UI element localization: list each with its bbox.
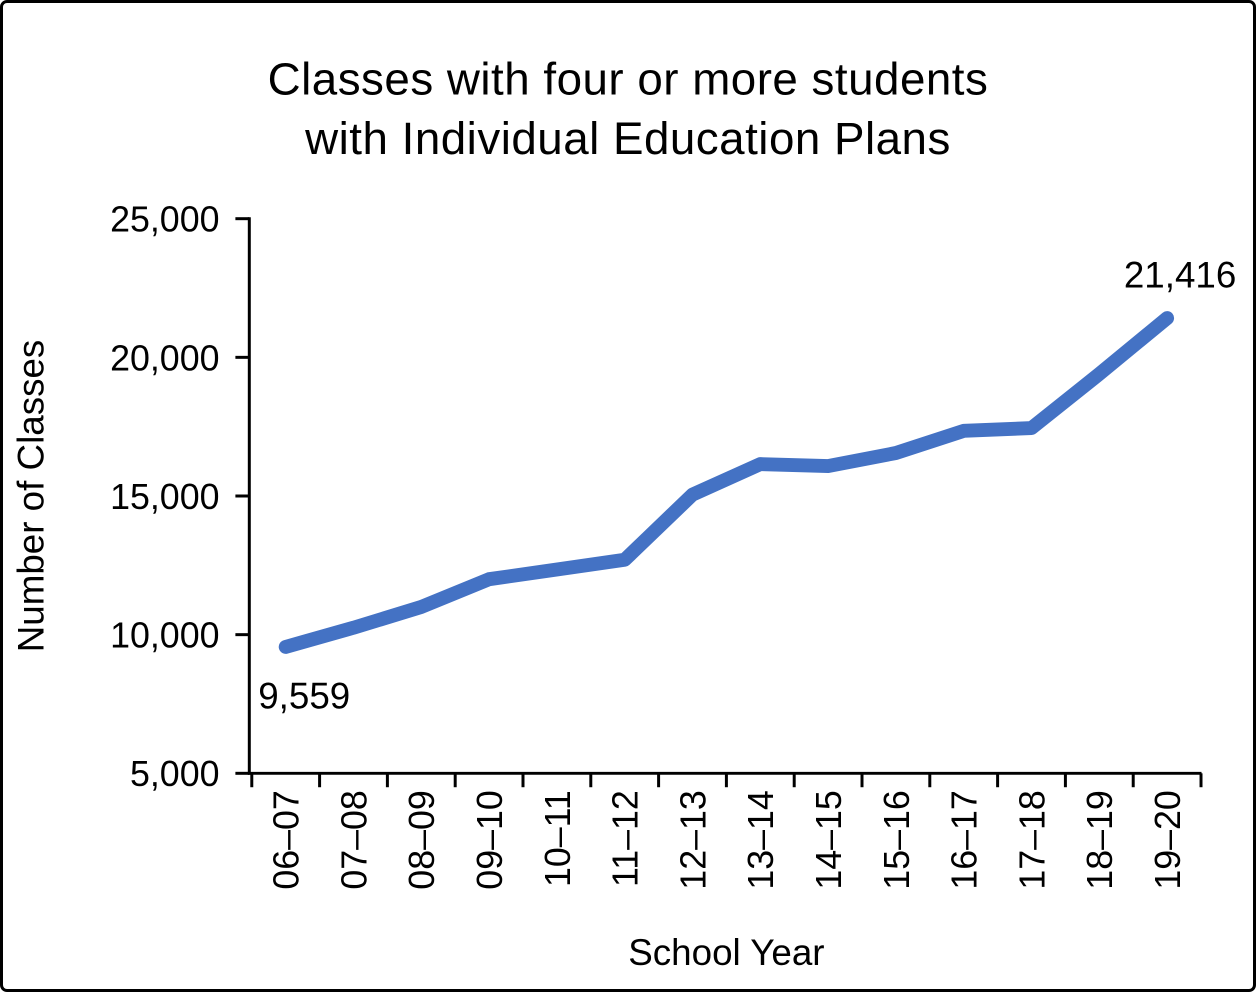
line-chart: Classes with four or more students with …: [11, 53, 1237, 973]
first-point-data-label: 9,559: [258, 676, 350, 717]
chart-title-line2: with Individual Education Plans: [304, 113, 951, 164]
x-tick-label: 09–10: [470, 790, 510, 889]
x-tick-label-group: 06–07 07–08 08–09 09–10 10–11 11–12 12–13 13–14…: [267, 790, 1188, 889]
last-point-data-label: 21,416: [1124, 254, 1236, 295]
y-tick-label: 5,000: [130, 754, 220, 794]
x-tick-label: 18–19: [1080, 790, 1120, 889]
x-tick-label: 06–07: [267, 790, 307, 889]
x-tick-label: 19–20: [1148, 790, 1188, 889]
data-line: [278, 311, 1175, 654]
y-tick-label: 10,000: [110, 616, 219, 656]
x-tick-label: 15–16: [877, 790, 917, 889]
x-tick-label: 13–14: [741, 790, 781, 889]
y-tick-group: [235, 217, 250, 775]
chart-title-line1: Classes with four or more students: [268, 53, 989, 104]
x-tick-label: 11–12: [606, 790, 646, 887]
x-tick-label: 08–09: [402, 790, 442, 889]
x-tick-label: 16–17: [945, 790, 985, 889]
x-axis-title: School Year: [628, 932, 824, 973]
x-tick-group: [250, 773, 1203, 788]
y-tick-label-group: 5,000 10,000 15,000 20,000 25,000: [110, 200, 219, 795]
x-tick-label: 10–11: [538, 790, 578, 887]
y-tick-label: 25,000: [110, 200, 219, 240]
x-tick-label: 12–13: [673, 790, 713, 889]
y-tick-label: 20,000: [110, 338, 219, 378]
y-tick-label: 15,000: [110, 477, 219, 517]
x-tick-label: 07–08: [334, 790, 374, 889]
y-axis-title: Number of Classes: [11, 340, 52, 653]
x-tick-label: 17–18: [1012, 790, 1052, 889]
x-tick-label: 14–15: [809, 790, 849, 889]
